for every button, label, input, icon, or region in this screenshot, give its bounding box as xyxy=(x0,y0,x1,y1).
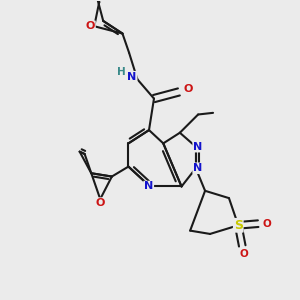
Text: N: N xyxy=(128,72,137,82)
Text: N: N xyxy=(144,182,153,191)
Text: S: S xyxy=(234,219,243,232)
Text: O: O xyxy=(239,249,248,259)
Text: O: O xyxy=(95,198,105,208)
Text: N: N xyxy=(193,142,203,152)
Text: O: O xyxy=(262,219,271,229)
Text: O: O xyxy=(85,21,95,31)
Text: N: N xyxy=(193,163,203,173)
Text: O: O xyxy=(184,84,193,94)
Text: H: H xyxy=(117,67,126,77)
